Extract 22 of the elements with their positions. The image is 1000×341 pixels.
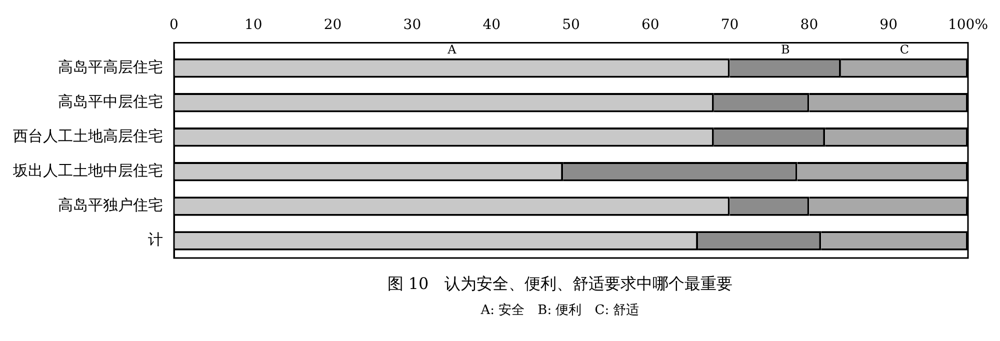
y-tick-label: 西台人工土地高层住宅 (13, 127, 163, 146)
y-tick-label: 高岛平独户住宅 (58, 196, 163, 214)
x-tick-label: 0 (170, 17, 178, 34)
x-tick-label: 20 (324, 17, 342, 34)
series-label: B (780, 42, 790, 57)
x-tick-label: 50 (562, 17, 580, 34)
y-tick-label: 高岛平中层住宅 (58, 92, 163, 110)
x-tick-label: 10 (244, 17, 262, 34)
x-tick-label: 30 (403, 17, 422, 34)
series-label: A (446, 42, 457, 57)
text: A: 安全 B: 便利 C: 舒适 (480, 302, 640, 319)
y-tick-label: 高岛平高层住宅 (58, 58, 163, 76)
x-tick-label: 60 (641, 17, 660, 34)
x-tick-label: 90 (880, 17, 898, 34)
series-label: C (900, 42, 910, 57)
x-tick-label: 80 (800, 17, 818, 34)
x-tick-label: 70 (720, 17, 739, 34)
text: 图 10 认为安全、便利、舒适要求中哪个最重要 (386, 274, 734, 295)
y-tick-label: 坂出人工土地中层住宅 (12, 162, 163, 180)
x-tick-label: 100% (948, 17, 988, 34)
y-tick-label: 计 (148, 230, 163, 249)
x-tick-label: 40 (482, 17, 501, 34)
